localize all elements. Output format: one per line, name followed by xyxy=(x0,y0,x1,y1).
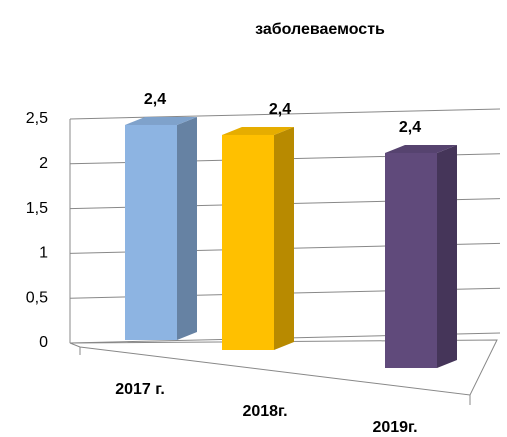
chart-title: заболеваемость xyxy=(255,21,385,38)
x-tick-label: 2017 г. xyxy=(115,381,165,398)
bar-top xyxy=(125,116,197,125)
y-tick-label: 2 xyxy=(39,155,48,172)
y-tick-label: 0 xyxy=(39,334,48,351)
y-tick-label: 0,5 xyxy=(26,289,48,306)
bar-side xyxy=(274,126,294,351)
bar xyxy=(125,124,177,341)
bar-side xyxy=(437,144,457,368)
bar xyxy=(385,152,437,368)
bar xyxy=(222,134,274,350)
x-tick-label: 2018г. xyxy=(242,403,287,420)
grid-line xyxy=(69,108,501,120)
x-tick-label: 2019г. xyxy=(372,419,417,436)
data-label: 2,4 xyxy=(144,91,166,108)
bar-top xyxy=(222,126,294,135)
data-label: 2,4 xyxy=(269,101,291,118)
y-tick-label: 2,5 xyxy=(26,110,48,127)
data-label: 2,4 xyxy=(399,119,421,136)
y-tick-label: 1,5 xyxy=(26,200,48,217)
bar-top xyxy=(385,144,457,153)
bar-side xyxy=(177,116,197,341)
y-tick-label: 1 xyxy=(39,245,48,262)
